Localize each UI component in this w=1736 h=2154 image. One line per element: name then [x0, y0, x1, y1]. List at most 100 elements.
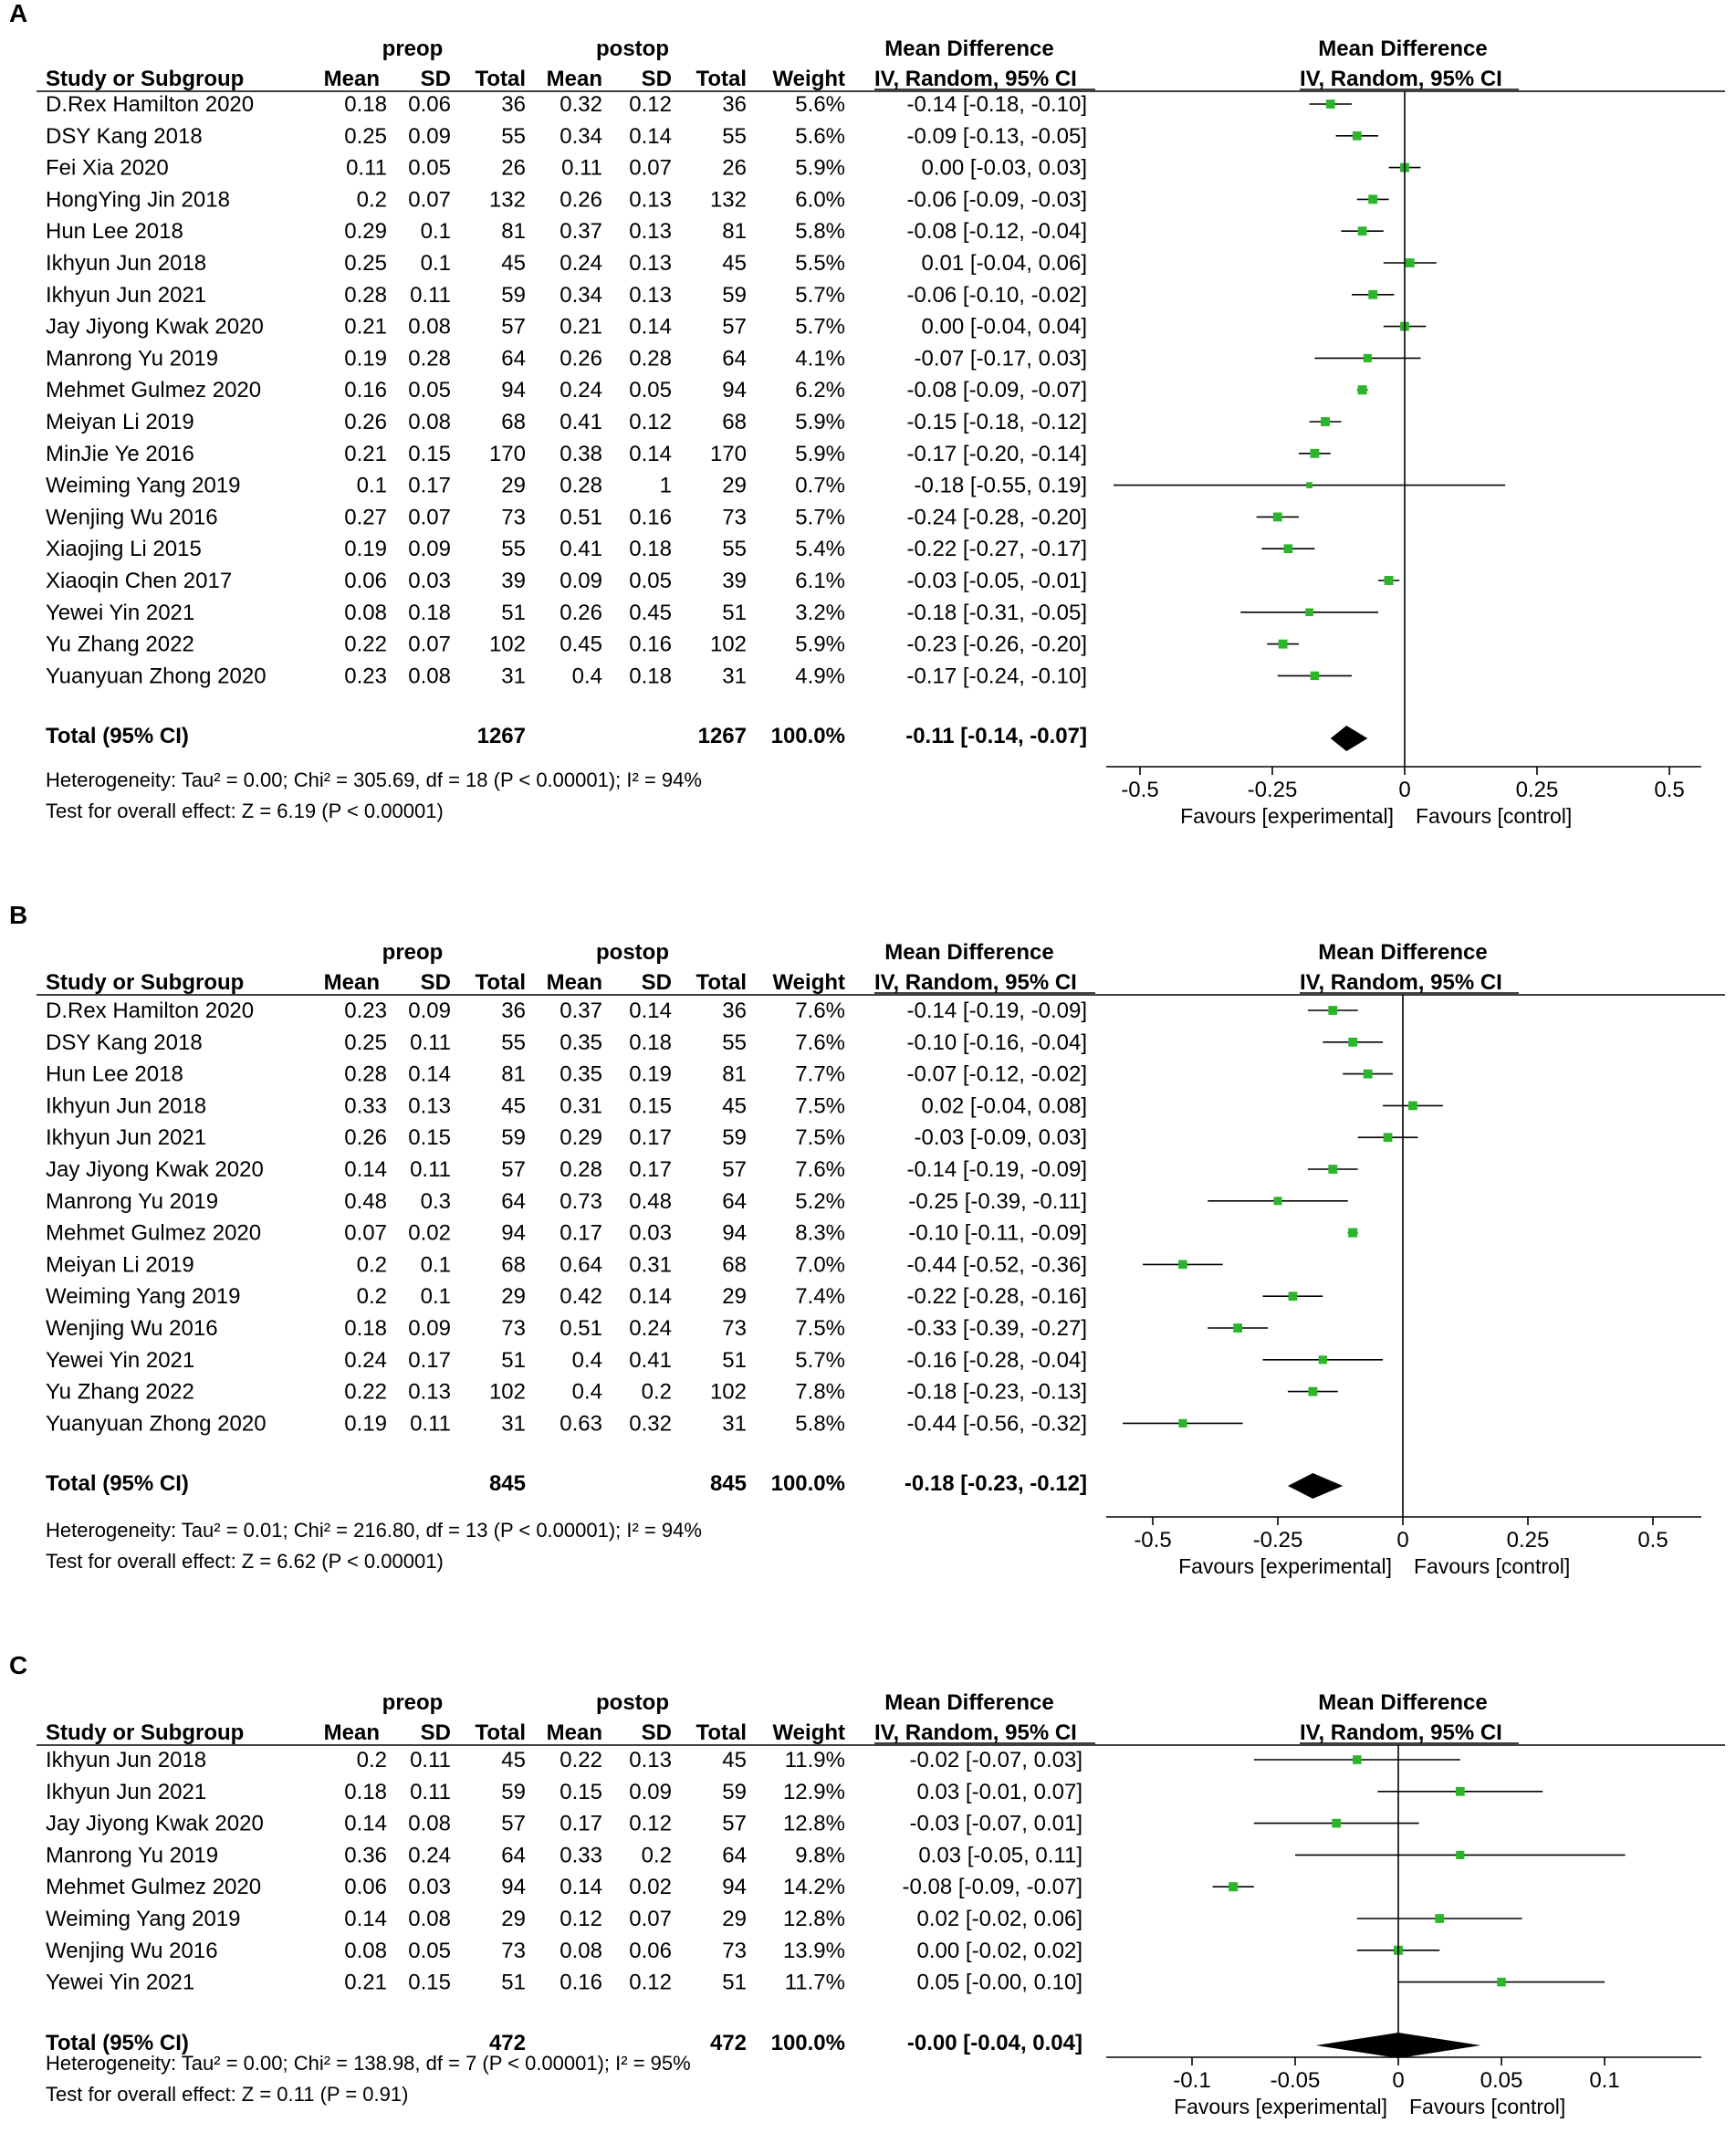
study-weight: 5.4%	[795, 537, 845, 561]
table-row: Yuanyuan Zhong 2020 0.23 0.08 31 0.4 0.18 31 4.…	[46, 664, 1352, 688]
preop-sd: 0.07	[408, 187, 451, 212]
study-name: Ikhyun Jun 2021	[46, 283, 206, 308]
study-name: Xiaoqin Chen 2017	[46, 569, 232, 593]
table-row: Wenjing Wu 2016 0.08 0.05 73 0.08 0.06 73 13.9%…	[46, 1939, 1440, 1963]
header-group-preop: preop	[382, 1690, 444, 1715]
postop-sd: 0.28	[629, 346, 672, 371]
postop-mean: 0.26	[559, 346, 602, 371]
postop-mean: 0.33	[559, 1843, 602, 1867]
effect-marker	[1318, 1355, 1327, 1365]
favours-experimental: Favours [experimental]	[1174, 2095, 1387, 2118]
postop-mean: 0.4	[572, 664, 602, 688]
study-ci: -0.22 [-0.28, -0.16]	[907, 1284, 1087, 1309]
study-weight: 7.6%	[795, 999, 845, 1023]
postop-mean: 0.42	[559, 1284, 602, 1309]
preop-mean: 0.25	[344, 251, 387, 276]
header-mean-postop: Mean	[547, 67, 602, 91]
preop-mean: 0.23	[344, 664, 387, 688]
study-name: Manrong Yu 2019	[46, 1843, 218, 1867]
favours-experimental: Favours [experimental]	[1180, 804, 1394, 828]
heterogeneity-text: Heterogeneity: Tau² = 0.00; Chi² = 138.9…	[46, 2052, 691, 2075]
postop-sd: 0.2	[642, 1380, 672, 1405]
postop-mean: 0.41	[559, 537, 602, 561]
effect-marker	[1306, 482, 1312, 488]
panel-label: A	[9, 0, 27, 27]
preop-sd: 0.1	[421, 219, 451, 244]
preop-sd: 0.15	[408, 442, 451, 466]
postop-sd: 0.18	[629, 537, 672, 561]
header-group-postop: postop	[596, 1690, 669, 1715]
study-ci: -0.08 [-0.09, -0.07]	[907, 378, 1087, 403]
effect-marker	[1273, 1197, 1282, 1206]
preop-total: 68	[501, 1252, 526, 1277]
table-row: Yewei Yin 2021 0.08 0.18 51 0.26 0.45 51 3.2% -0…	[46, 601, 1378, 625]
table-row: Jay Jiyong Kwak 2020 0.14 0.08 57 0.17 0.12 57…	[46, 1812, 1419, 1836]
preop-mean: 0.2	[357, 1252, 387, 1277]
preop-mean: 0.22	[344, 1380, 387, 1405]
postop-total: 55	[722, 1030, 747, 1055]
preop-total: 51	[501, 1348, 526, 1373]
study-ci: -0.14 [-0.19, -0.09]	[907, 1157, 1087, 1182]
preop-total: 102	[489, 633, 526, 657]
table-row: Yu Zhang 2022 0.22 0.07 102 0.45 0.16 102 5.9% -…	[46, 633, 1299, 657]
preop-total: 73	[501, 1939, 526, 1963]
total-preop: 472	[489, 2031, 526, 2055]
table-row: Yuanyuan Zhong 2020 0.19 0.11 31 0.63 0.32 31 5…	[46, 1411, 1243, 1436]
header-study: Study or Subgroup	[46, 67, 244, 91]
total-row: Total (95% CI) 845 845 100.0% -0.18 [-0.23, …	[46, 1471, 1344, 1499]
x-tick-label: -0.5	[1121, 778, 1158, 802]
x-tick-label: 0.05	[1480, 2068, 1523, 2093]
postop-total: 55	[722, 124, 747, 149]
study-ci: -0.33 [-0.39, -0.27]	[907, 1316, 1087, 1341]
postop-sd: 0.14	[629, 1284, 672, 1309]
postop-sd: 0.45	[629, 601, 672, 625]
postop-mean: 0.12	[559, 1907, 602, 1931]
postop-sd: 0.17	[629, 1125, 672, 1150]
total-weight: 100.0%	[771, 1471, 845, 1496]
preop-sd: 0.1	[421, 1252, 451, 1277]
postop-sd: 0.07	[629, 1907, 672, 1931]
header-plot-ci: IV, Random, 95% CI	[1300, 67, 1502, 91]
postop-mean: 0.26	[559, 187, 602, 212]
postop-total: 94	[722, 1875, 747, 1899]
postop-total: 57	[722, 315, 747, 340]
postop-total: 51	[722, 601, 747, 625]
header-sd-preop: SD	[421, 67, 451, 91]
postop-sd: 0.13	[629, 219, 672, 244]
total-label: Total (95% CI)	[46, 724, 189, 748]
postop-total: 45	[722, 1093, 747, 1118]
preop-mean: 0.28	[344, 283, 387, 308]
effect-marker	[1283, 544, 1293, 554]
table-row: Ikhyun Jun 2018 0.25 0.1 45 0.24 0.13 45 5.5% 0.…	[46, 251, 1437, 276]
postop-total: 102	[710, 1380, 747, 1405]
study-name: Hun Lee 2018	[46, 219, 183, 244]
preop-total: 59	[501, 1780, 526, 1804]
postop-mean: 0.35	[559, 1062, 602, 1087]
preop-sd: 0.08	[408, 410, 451, 434]
study-ci: -0.24 [-0.28, -0.20]	[907, 505, 1087, 529]
preop-mean: 0.18	[344, 1780, 387, 1804]
preop-total: 31	[501, 664, 526, 688]
study-ci: -0.10 [-0.11, -0.09]	[908, 1221, 1087, 1246]
postop-total: 81	[722, 1062, 747, 1087]
total-postop: 845	[710, 1471, 747, 1496]
table-row: Manrong Yu 2019 0.48 0.3 64 0.73 0.48 64 5.2% -0…	[46, 1189, 1348, 1214]
table-row: Yewei Yin 2021 0.21 0.15 51 0.16 0.12 51 11.7% 0…	[46, 1971, 1605, 1995]
study-weight: 12.8%	[783, 1907, 845, 1931]
overall-effect-text: Test for overall effect: Z = 6.19 (P < 0…	[46, 800, 444, 822]
effect-marker	[1348, 1037, 1358, 1047]
table-row: Wenjing Wu 2016 0.27 0.07 73 0.51 0.16 73 5.7% -…	[46, 505, 1299, 529]
header-mean-difference: Mean Difference	[884, 37, 1053, 61]
preop-mean: 0.06	[344, 1875, 387, 1899]
header-group-preop: preop	[382, 37, 444, 61]
preop-mean: 0.14	[344, 1907, 387, 1931]
study-name: Yewei Yin 2021	[46, 1971, 194, 1995]
preop-sd: 0.11	[410, 283, 451, 308]
x-axis: -0.5 -0.25 0 0.25 0.5 Favours [experimental] F…	[1106, 1516, 1701, 1578]
study-name: Jay Jiyong Kwak 2020	[46, 1157, 264, 1182]
study-name: Meiyan Li 2019	[46, 1252, 194, 1277]
x-tick-label: 0	[1396, 1528, 1408, 1553]
postop-total: 29	[722, 1907, 747, 1931]
total-preop: 845	[489, 1471, 526, 1496]
